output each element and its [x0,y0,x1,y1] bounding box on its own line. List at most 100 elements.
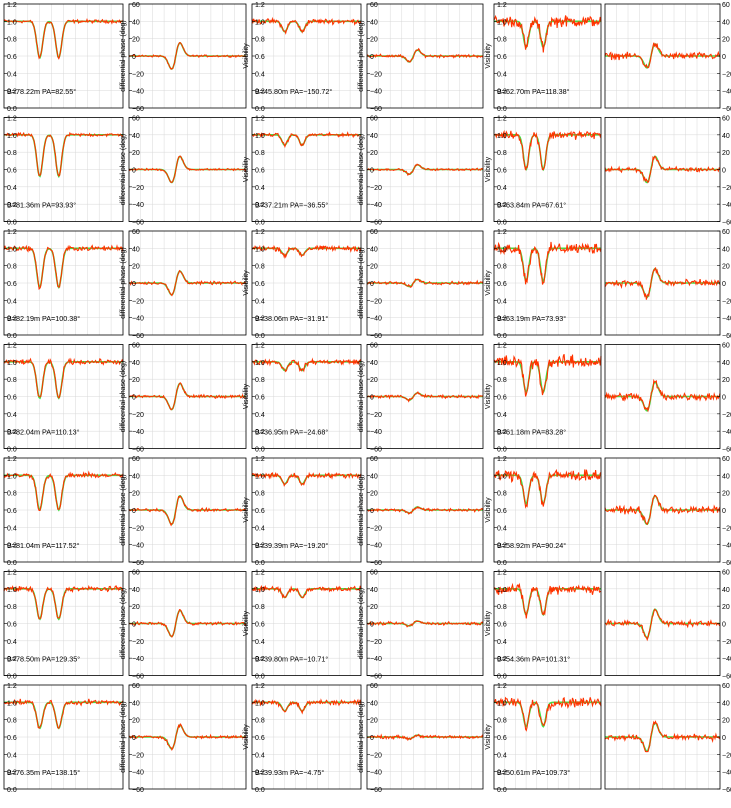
visibility-tick-label: 0.8 [7,377,17,384]
phase-tick-label: 0 [722,622,726,629]
visibility-tick-label: 0.2 [255,316,265,323]
phase-tick-label: 40 [722,19,730,26]
observed-visibility-line [3,470,124,512]
visibility-tick-label: 0.2 [497,543,507,550]
phase-tick-label: 0 [132,395,136,402]
phase-axis-label: differential phase (deg) [358,134,365,205]
phase-tick-label: −40 [722,543,731,550]
phase-tick-label: −40 [370,656,382,663]
phase-tick-label: −40 [722,429,731,436]
phase-axis-label: differential phase (deg) [120,361,127,432]
visibility-panel: 0.0 0.2 0.4 0.6 0.8 1.0 1.2 B=62.70m PA=118.38°… [485,2,602,113]
observed-phase-line [366,620,484,628]
visibility-tick-label: 0.6 [255,508,265,515]
visibility-tick-label: 0.4 [255,298,265,305]
visibility-tick-label: 1.0 [497,133,507,140]
baseline-label: B=36.95m PA=−24.68° [255,428,328,437]
phase-tick-label: −40 [370,89,382,96]
observed-visibility-line [3,131,124,177]
phase-tick-label: 0 [370,622,374,629]
visibility-panel: 0.0 0.2 0.4 0.6 0.8 1.0 1.2 B=63.84m PA=67.61° V… [485,116,602,227]
phase-axis-label: differential phase (deg) [358,247,365,318]
visibility-tick-label: 1.0 [497,19,507,26]
phase-tick-label: 60 [132,343,140,350]
visibility-tick-label: 1.2 [7,456,17,463]
phase-tick-label: −40 [370,770,382,777]
observed-phase-line [366,163,484,177]
visibility-tick-label: 0.6 [255,281,265,288]
phase-tick-label: 60 [132,116,140,123]
visibility-tick-label: 0.8 [7,604,17,611]
phase-tick-label: −40 [132,89,144,96]
phase-tick-label: 60 [370,343,378,350]
phase-tick-label: 0 [370,395,374,402]
observed-phase-line [604,378,721,413]
phase-tick-label: −40 [722,770,731,777]
phase-tick-label: −20 [722,525,731,532]
observed-visibility-line [493,468,602,509]
visibility-tick-label: 0.0 [7,674,17,681]
phase-tick-label: −40 [132,202,144,209]
phase-tick-label: −20 [722,412,731,419]
phase-tick-label: −60 [722,220,731,227]
phase-tick-label: 20 [132,377,140,384]
phase-tick-label: 20 [722,604,730,611]
phase-tick-label: 40 [370,700,378,707]
visibility-tick-label: 1.0 [255,133,265,140]
visibility-tick-label: 1.2 [497,229,507,236]
observed-visibility-line [493,353,602,397]
visibility-tick-label: 0.2 [255,429,265,436]
observed-phase-line [128,382,247,411]
visibility-tick-label: 0.6 [7,395,17,402]
phase-tick-label: 40 [132,133,140,140]
visibility-tick-label: 0.0 [255,787,265,794]
baseline-label: B=58.92m PA=90.24° [497,541,566,550]
observed-visibility-line [493,129,602,171]
visibility-tick-label: 0.0 [255,220,265,227]
phase-tick-label: 0 [132,54,136,61]
phase-tick-label: 60 [722,456,730,463]
phase-tick-label: 60 [132,570,140,577]
phase-tick-label: 0 [370,735,374,742]
visibility-tick-label: 0.4 [7,185,17,192]
phase-tick-label: 60 [370,116,378,123]
visibility-tick-label: 1.0 [7,473,17,480]
phase-axis-label: differential phase (deg) [358,20,365,91]
phase-tick-label: 20 [722,718,730,725]
visibility-tick-label: 1.2 [255,116,265,123]
visibility-axis-label: Visibility [485,497,492,523]
phase-tick-label: −60 [722,333,731,340]
visibility-tick-label: 0.2 [7,429,17,436]
phase-tick-label: −20 [722,298,731,305]
phase-tick-label: −60 [370,333,382,340]
phase-tick-label: −40 [370,202,382,209]
visibility-tick-label: 1.2 [7,2,17,9]
phase-tick-label: 20 [370,718,378,725]
visibility-tick-label: 1.0 [255,19,265,26]
visibility-tick-label: 1.2 [255,570,265,577]
visibility-tick-label: 1.0 [7,700,17,707]
visibility-axis-label: Visibility [485,724,492,750]
observed-visibility-line [3,18,124,60]
phase-tick-label: −20 [370,71,382,78]
phase-tick-label: 20 [132,718,140,725]
phase-tick-label: −20 [722,752,731,759]
visibility-tick-label: 0.0 [255,333,265,340]
visibility-tick-label: 0.8 [497,604,507,611]
visibility-tick-label: 0.8 [497,150,507,157]
visibility-axis-label: Visibility [243,383,250,409]
baseline-label: B=39.80m PA=−10.71° [255,655,328,664]
visibility-tick-label: 1.0 [255,246,265,253]
observed-visibility-line [3,584,124,620]
visibility-axis-label: Visibility [485,383,492,409]
visibility-tick-label: 0.8 [497,37,507,44]
observed-phase-line [366,47,484,63]
baseline-label: B=82.04m PA=110.13° [7,428,80,437]
